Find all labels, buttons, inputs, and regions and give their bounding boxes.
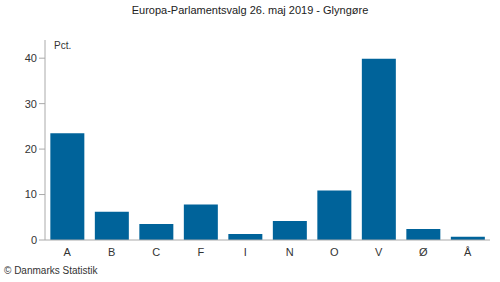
- svg-text:Ø: Ø: [419, 246, 428, 258]
- svg-text:I: I: [244, 246, 247, 258]
- svg-text:N: N: [286, 246, 294, 258]
- svg-text:Å: Å: [464, 246, 472, 258]
- svg-text:0: 0: [31, 234, 37, 246]
- svg-text:B: B: [108, 246, 115, 258]
- svg-text:V: V: [375, 246, 383, 258]
- svg-text:C: C: [152, 246, 160, 258]
- svg-text:20: 20: [25, 143, 37, 155]
- html-text:© Danmarks Statistik: © Danmarks Statistik: [4, 265, 98, 276]
- svg-text:10: 10: [25, 188, 37, 200]
- svg-text:O: O: [330, 246, 339, 258]
- html-text:Europa-Parlamentsvalg 26. maj: Europa-Parlamentsvalg 26. maj 2019 - Gly…: [131, 4, 369, 16]
- svg-text:A: A: [64, 246, 72, 258]
- svg-text:30: 30: [25, 98, 37, 110]
- html-text:Pct.: Pct.: [54, 40, 72, 51]
- svg-text:40: 40: [25, 52, 37, 64]
- svg-text:F: F: [197, 246, 204, 258]
